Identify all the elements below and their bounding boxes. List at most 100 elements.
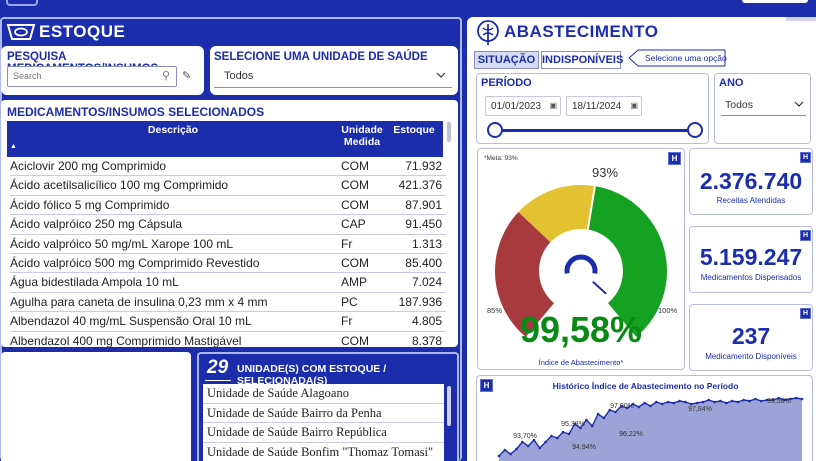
- chevron-down-icon[interactable]: [794, 101, 804, 108]
- history-point[interactable]: [701, 400, 705, 404]
- history-point[interactable]: [544, 440, 547, 444]
- unit-item[interactable]: Unidade de Saúde Alagoano: [203, 384, 444, 404]
- unit-item[interactable]: Unidade de Saúde Bairro República: [203, 423, 444, 443]
- table-row[interactable]: Ácido valpróico 50 mg/mL Xarope 100 mL Fr…: [10, 235, 446, 254]
- units-scrollbar[interactable]: [447, 386, 451, 426]
- ano-select[interactable]: Todos: [721, 94, 806, 116]
- table-row[interactable]: Albendazol 400 mg Comprimido Mastigável C…: [10, 332, 446, 347]
- top-right-accent: [786, 17, 816, 21]
- history-point[interactable]: [631, 402, 635, 406]
- history-point[interactable]: [789, 397, 792, 401]
- kpi-dispensados-badge[interactable]: H: [800, 230, 811, 241]
- history-point[interactable]: [532, 438, 536, 442]
- history-point[interactable]: [689, 402, 693, 406]
- kpi-disponiveis-value: 237: [731, 323, 771, 349]
- unit-item[interactable]: Unidade de Saúde Bairro da Penha: [203, 404, 444, 423]
- history-point[interactable]: [538, 446, 542, 450]
- table-row[interactable]: Ácido acetilsalicílico 100 mg Comprimido…: [10, 176, 446, 196]
- history-point[interactable]: [579, 426, 582, 430]
- history-point[interactable]: [730, 399, 734, 403]
- table-row[interactable]: Ácido valpróico 500 mg Comprimido Revest…: [10, 254, 446, 274]
- col-estoque[interactable]: Estoque: [393, 124, 435, 136]
- history-point[interactable]: [771, 398, 775, 402]
- gauge-badge[interactable]: H: [668, 152, 681, 165]
- history-point[interactable]: [777, 396, 780, 400]
- history-point[interactable]: [759, 399, 763, 403]
- history-badge[interactable]: H: [480, 379, 493, 392]
- history-point[interactable]: [666, 400, 670, 404]
- tab-situacao[interactable]: SITUAÇÃO: [474, 51, 539, 69]
- history-point[interactable]: [608, 408, 612, 412]
- history-point[interactable]: [783, 398, 786, 402]
- history-point[interactable]: [625, 406, 629, 410]
- eraser-icon[interactable]: ✎: [182, 70, 192, 82]
- history-point[interactable]: [637, 405, 641, 409]
- unit-select-panel: SELECIONE UMA UNIDADE DE SAÚDE Todos: [210, 46, 458, 95]
- history-point[interactable]: [800, 397, 804, 401]
- history-point[interactable]: [596, 412, 600, 416]
- history-point[interactable]: [515, 447, 518, 451]
- history-point[interactable]: [672, 401, 676, 405]
- table-row[interactable]: Aciclovir 200 mg Comprimido COM 71.932: [10, 157, 446, 177]
- history-point[interactable]: [602, 416, 606, 420]
- history-point[interactable]: [695, 401, 699, 405]
- history-point[interactable]: [724, 401, 728, 405]
- table-row[interactable]: Agulha para caneta de insulina 0,23 mm x…: [10, 293, 446, 313]
- history-point[interactable]: [567, 432, 571, 436]
- search-icon[interactable]: ⚲: [161, 70, 170, 82]
- unit-select[interactable]: Todos: [214, 66, 452, 88]
- col-descricao[interactable]: Descrição: [147, 124, 199, 136]
- date-end-field[interactable]: 18/11/2024 ▣: [566, 96, 642, 116]
- calendar-icon[interactable]: ▣: [549, 101, 557, 110]
- history-point[interactable]: [707, 398, 711, 402]
- history-point[interactable]: [765, 398, 769, 402]
- history-point[interactable]: [526, 444, 530, 448]
- calendar-icon[interactable]: ▣: [630, 101, 638, 110]
- history-point[interactable]: [643, 401, 646, 405]
- sort-up-icon[interactable]: ▲: [10, 143, 17, 150]
- history-point[interactable]: [736, 400, 740, 404]
- table-row[interactable]: Água bidestilada Ampola 10 mL AMP 7.024: [10, 273, 446, 293]
- history-point[interactable]: [794, 396, 798, 400]
- search-box[interactable]: Search ⚲: [7, 66, 177, 87]
- history-point[interactable]: [561, 430, 565, 434]
- history-point[interactable]: [590, 424, 594, 428]
- table-row[interactable]: Ácido fólico 5 mg Comprimido COM 87.901: [10, 196, 446, 216]
- history-point[interactable]: [585, 418, 588, 422]
- kpi-dispensados-value: 5.159.247: [699, 244, 803, 270]
- history-point[interactable]: [719, 399, 722, 403]
- history-point[interactable]: [742, 398, 746, 402]
- table-row[interactable]: Albendazol 40 mg/mL Suspensão Oral 10 mL…: [10, 312, 446, 332]
- range-slider-end-handle[interactable]: [687, 122, 703, 138]
- col-unidade[interactable]: Unidade Medida: [341, 124, 383, 148]
- history-point[interactable]: [684, 400, 687, 404]
- history-point[interactable]: [555, 436, 559, 440]
- history-point[interactable]: [754, 397, 757, 401]
- history-point[interactable]: [660, 402, 664, 406]
- history-point[interactable]: [713, 400, 716, 404]
- kpi-dispensados: H 5.159.247 Medicamentos Dispensados: [689, 226, 813, 293]
- date-start-field[interactable]: 01/01/2023 ▣: [485, 96, 561, 116]
- chevron-down-icon[interactable]: [436, 72, 446, 79]
- history-point[interactable]: [509, 452, 512, 456]
- history-point[interactable]: [620, 404, 623, 408]
- history-point[interactable]: [550, 434, 553, 438]
- history-point[interactable]: [614, 410, 617, 414]
- unit-item[interactable]: Unidade de Saúde Bonfim "Thomaz Tomasi": [203, 443, 444, 461]
- history-point[interactable]: [497, 454, 501, 458]
- range-slider-start-handle[interactable]: [487, 122, 503, 138]
- tab-indisponiveis[interactable]: INDISPONÍVEIS: [541, 51, 623, 69]
- table-row[interactable]: Ácido valpróico 250 mg Cápsula CAP 91.450: [10, 215, 446, 235]
- history-point[interactable]: [678, 399, 681, 403]
- kpi-disponiveis-badge[interactable]: H: [800, 308, 811, 319]
- history-point[interactable]: [748, 399, 751, 403]
- range-slider-track[interactable]: [495, 129, 695, 132]
- kpi-receitas-badge[interactable]: H: [800, 152, 811, 163]
- history-point[interactable]: [649, 404, 652, 408]
- history-point[interactable]: [655, 400, 658, 404]
- search-input[interactable]: Search: [13, 71, 42, 81]
- history-point[interactable]: [573, 422, 577, 426]
- table-scrollbar[interactable]: [447, 122, 451, 142]
- history-point[interactable]: [503, 448, 507, 452]
- history-point[interactable]: [521, 440, 524, 444]
